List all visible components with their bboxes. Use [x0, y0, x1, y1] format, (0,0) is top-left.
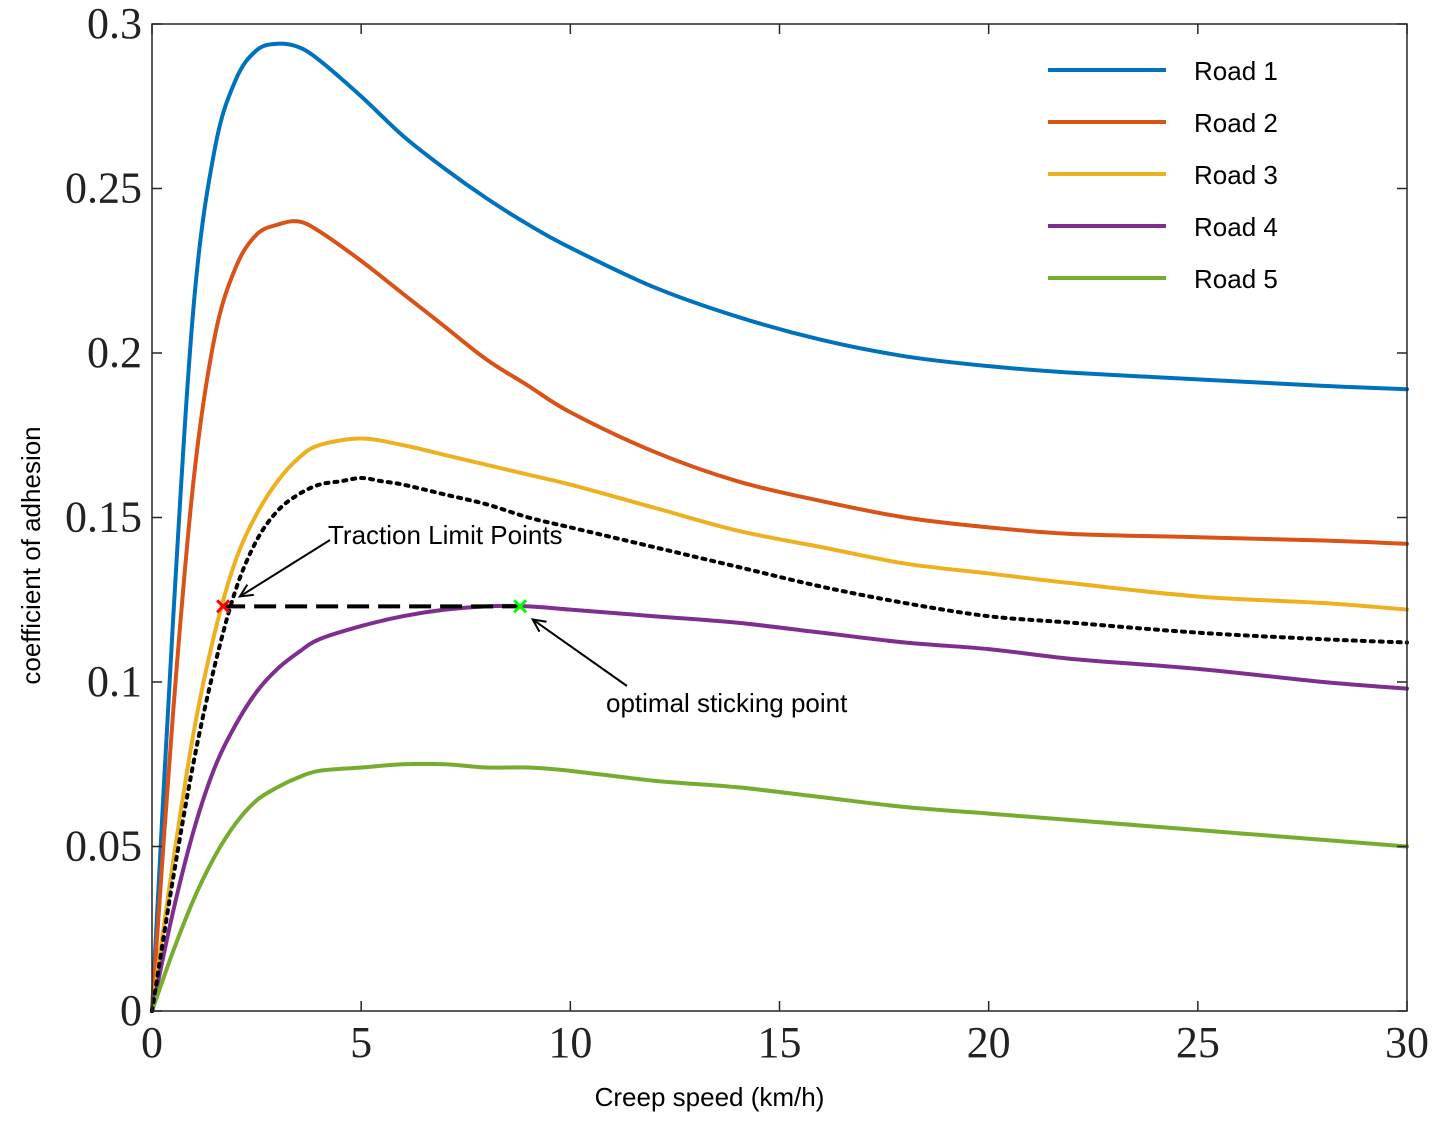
series-line-road-1: [150, 41, 1409, 1013]
x-axis-label: Creep speed (km/h): [595, 1082, 825, 1112]
legend-item-road-3: Road 3: [1048, 160, 1278, 190]
legend-item-road-2: Road 2: [1048, 108, 1278, 138]
x-tick-label: 10: [548, 1018, 592, 1067]
annotation-arrow-shaft: [239, 539, 331, 598]
x-tick-label: 20: [967, 1018, 1011, 1067]
y-axis-label: coefficient of adhesion: [16, 426, 46, 684]
series-layer: [150, 41, 1409, 1013]
x-tick-label: 0: [141, 1018, 163, 1067]
annotation-text: optimal sticking point: [606, 688, 848, 718]
series-line-road-2: [150, 219, 1409, 1013]
legend-label: Road 5: [1194, 264, 1278, 294]
legend-item-road-5: Road 5: [1048, 264, 1278, 294]
y-tick-label: 0.2: [87, 328, 142, 377]
marker-optimal-sticking-point: [513, 599, 528, 614]
y-tick-label: 0.1: [87, 657, 142, 706]
y-tick-label: 0.3: [87, 0, 142, 48]
x-tick-label: 15: [758, 1018, 802, 1067]
legend-label: Road 2: [1194, 108, 1278, 138]
legend-label: Road 1: [1194, 56, 1278, 86]
x-tick-label: 25: [1176, 1018, 1220, 1067]
y-tick-label: 0.15: [65, 493, 142, 542]
annotation-layer: Traction Limit Points optimal sticking po…: [237, 520, 848, 718]
legend: Road 1 Road 2 Road 3 Road 4 Road 5: [1048, 56, 1278, 294]
legend-item-road-4: Road 4: [1048, 212, 1278, 242]
y-tick-label: 0: [120, 986, 142, 1035]
legend-label: Road 3: [1194, 160, 1278, 190]
x-tick-label: 5: [350, 1018, 372, 1067]
annotation-arrow-head: [237, 584, 254, 598]
y-tick-label: 0.25: [65, 164, 142, 213]
tick-labels: 0 5 10 15 20 25 30 0 0.05 0.1 0.15 0.2 0.25 0.3: [65, 0, 1429, 1067]
marker-stroke: [513, 599, 528, 614]
series-line-road-5: [150, 761, 1409, 1013]
annotation-arrow-head: [530, 618, 547, 633]
x-tick-label: 30: [1385, 1018, 1429, 1067]
series-line-road-4: [150, 603, 1409, 1013]
annotation-text: Traction Limit Points: [328, 520, 563, 550]
annotation-arrow-shaft: [532, 618, 628, 687]
legend-label: Road 4: [1194, 212, 1278, 242]
annotation-optimal-sticking-point: optimal sticking point: [530, 618, 848, 718]
series-line-road-3: [150, 436, 1409, 1013]
legend-item-road-1: Road 1: [1048, 56, 1278, 86]
y-tick-label: 0.05: [65, 822, 142, 871]
marker-traction-limit-point: [216, 599, 231, 614]
annotation-traction-limit-points: Traction Limit Points: [237, 520, 563, 598]
marker-stroke: [216, 599, 231, 614]
axes-layer: [151, 23, 1408, 1012]
